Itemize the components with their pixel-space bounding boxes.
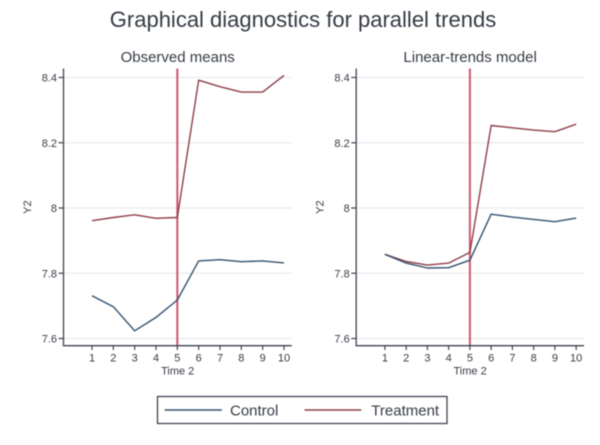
svg-text:2: 2 bbox=[403, 353, 409, 365]
svg-text:2: 2 bbox=[110, 353, 116, 365]
svg-text:7.8: 7.8 bbox=[42, 268, 57, 280]
svg-text:9: 9 bbox=[552, 353, 558, 365]
svg-text:4: 4 bbox=[153, 353, 159, 365]
svg-text:7.8: 7.8 bbox=[334, 268, 349, 280]
svg-text:1: 1 bbox=[382, 353, 388, 365]
svg-text:1: 1 bbox=[89, 353, 95, 365]
svg-text:4: 4 bbox=[446, 353, 452, 365]
svg-text:3: 3 bbox=[424, 353, 430, 365]
svg-text:5: 5 bbox=[174, 353, 180, 365]
svg-text:7.6: 7.6 bbox=[334, 334, 349, 346]
svg-text:10: 10 bbox=[570, 353, 582, 365]
svg-text:8.4: 8.4 bbox=[334, 73, 349, 85]
svg-text:Time 2: Time 2 bbox=[453, 366, 486, 378]
svg-text:6: 6 bbox=[196, 353, 202, 365]
svg-text:10: 10 bbox=[278, 353, 290, 365]
svg-text:Graphical diagnostics for para: Graphical diagnostics for parallel trend… bbox=[110, 7, 496, 32]
svg-text:5: 5 bbox=[467, 353, 473, 365]
svg-text:7: 7 bbox=[217, 353, 223, 365]
svg-text:8: 8 bbox=[238, 353, 244, 365]
svg-text:7: 7 bbox=[509, 353, 515, 365]
svg-text:Treatment: Treatment bbox=[371, 403, 440, 420]
svg-text:6: 6 bbox=[488, 353, 494, 365]
svg-text:Linear-trends model: Linear-trends model bbox=[403, 49, 536, 66]
svg-text:8.2: 8.2 bbox=[42, 138, 57, 150]
svg-text:Y2: Y2 bbox=[22, 200, 34, 213]
svg-text:8.2: 8.2 bbox=[334, 138, 349, 150]
svg-text:3: 3 bbox=[132, 353, 138, 365]
svg-text:8: 8 bbox=[51, 203, 57, 215]
svg-text:Observed means: Observed means bbox=[121, 49, 235, 66]
svg-text:8: 8 bbox=[531, 353, 537, 365]
svg-text:9: 9 bbox=[260, 353, 266, 365]
svg-text:Y2: Y2 bbox=[315, 200, 327, 213]
svg-text:Time 2: Time 2 bbox=[161, 366, 194, 378]
svg-text:8: 8 bbox=[344, 203, 350, 215]
svg-text:7.6: 7.6 bbox=[42, 334, 57, 346]
svg-text:Control: Control bbox=[230, 403, 278, 420]
svg-text:8.4: 8.4 bbox=[42, 73, 57, 85]
